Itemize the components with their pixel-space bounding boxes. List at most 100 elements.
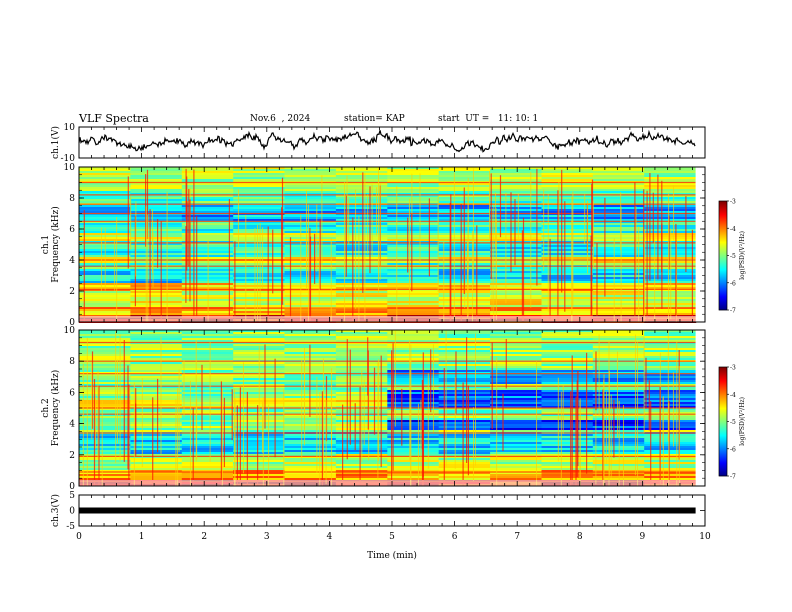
colorbar-ch1-cell <box>719 213 727 215</box>
spec-cell <box>181 364 234 366</box>
spec-cell <box>181 354 234 356</box>
spec-cell <box>79 400 131 402</box>
colorbar-ch1-cell <box>719 209 727 211</box>
spec-cell <box>387 414 440 416</box>
spec-cell <box>592 390 645 392</box>
spec-cell <box>644 470 697 472</box>
spec-cell <box>490 297 543 299</box>
spec-cell <box>644 201 697 203</box>
spec-cell <box>79 195 131 197</box>
colorbar-ch2-tick-label: -5 <box>730 419 736 426</box>
spec-cell <box>644 281 697 283</box>
spec-cell <box>387 261 440 263</box>
spec-cell <box>644 368 697 370</box>
spec-cell <box>644 313 697 315</box>
spec-cell <box>438 438 491 440</box>
spec-cell <box>387 185 440 187</box>
spec-cell <box>592 285 645 287</box>
spec-cell <box>130 336 183 338</box>
colorbar-ch2-cell <box>719 449 727 451</box>
spec-cell <box>592 227 645 229</box>
spec-cell <box>644 434 697 436</box>
colorbar-ch2-cell <box>719 463 727 465</box>
spec-cell <box>387 263 440 265</box>
spec-cell <box>644 277 697 279</box>
spec-cell <box>490 414 543 416</box>
spec-cell <box>130 366 183 368</box>
colorbar-ch1-cell <box>719 226 727 228</box>
spec-cell <box>181 187 234 189</box>
spec-cell <box>438 444 491 446</box>
spec-cell <box>387 404 440 406</box>
spec-cell <box>233 189 286 191</box>
spec-cell <box>490 299 543 301</box>
spec-cell <box>644 185 697 187</box>
spec-cell <box>233 187 286 189</box>
spec-cell <box>387 344 440 346</box>
spec-cell <box>438 394 491 396</box>
spec-cell <box>387 474 440 476</box>
spec-cell <box>644 187 697 189</box>
colorbar-ch2-cell <box>719 417 727 419</box>
spec-cell <box>438 458 491 460</box>
colorbar-ch2-cell <box>719 372 727 374</box>
spec-cell <box>490 285 543 287</box>
spec-cell <box>79 392 131 394</box>
spec-cell <box>181 418 234 420</box>
spec-cell <box>438 380 491 382</box>
spec-cell <box>387 390 440 392</box>
spec-cell <box>233 169 286 171</box>
spec-cell <box>387 330 440 332</box>
spec-cell <box>387 374 440 376</box>
colorbar-ch1-cell <box>719 245 727 247</box>
spec-cell <box>181 376 234 378</box>
spec-cell <box>541 305 594 307</box>
axis-ticks <box>78 126 706 527</box>
spec-cell <box>541 340 594 342</box>
spec-cell <box>335 468 388 470</box>
spec-cell <box>130 402 183 404</box>
spec-cell <box>335 348 388 350</box>
spec2-tick-label: 0 <box>69 482 75 492</box>
spec-cell <box>181 223 234 225</box>
spec-cell <box>130 201 183 203</box>
spec-cell <box>181 358 234 360</box>
spec-cell <box>387 388 440 390</box>
spec-cell <box>541 458 594 460</box>
spec-cell <box>181 366 234 368</box>
spec-cell <box>130 354 183 356</box>
spec-cell <box>541 297 594 299</box>
spec-cell <box>181 340 234 342</box>
spec-cell <box>130 408 183 410</box>
spec-cell <box>387 464 440 466</box>
spec-cell <box>592 291 645 293</box>
empty-tail <box>695 167 705 322</box>
spec-cell <box>387 295 440 297</box>
colorbar-ch1-cell <box>719 259 727 261</box>
colorbar-ch2-cell <box>719 413 727 415</box>
spec-cell <box>592 305 645 307</box>
spec-cell <box>387 273 440 275</box>
spec-cell <box>233 277 286 279</box>
spec-cell <box>335 229 388 231</box>
spec-cell <box>592 330 645 332</box>
spec-cell <box>644 239 697 241</box>
spec-cell <box>181 229 234 231</box>
spec-cell <box>644 177 697 179</box>
spec-cell <box>644 426 697 428</box>
spec-cell <box>79 380 131 382</box>
spec-cell <box>541 338 594 340</box>
spec-cell <box>233 297 286 299</box>
spec-cell <box>130 219 183 221</box>
spec-cell <box>284 474 337 476</box>
spec-cell <box>438 416 491 418</box>
spec-cell <box>387 424 440 426</box>
spec-cell <box>644 311 697 313</box>
spec-cell <box>644 414 697 416</box>
spec-cell <box>490 364 543 366</box>
spec-cell <box>79 460 131 462</box>
colorbar-ch2-cell <box>719 471 727 473</box>
spec-cell <box>79 348 131 350</box>
spec-cell <box>181 179 234 181</box>
spec-cell <box>335 354 388 356</box>
